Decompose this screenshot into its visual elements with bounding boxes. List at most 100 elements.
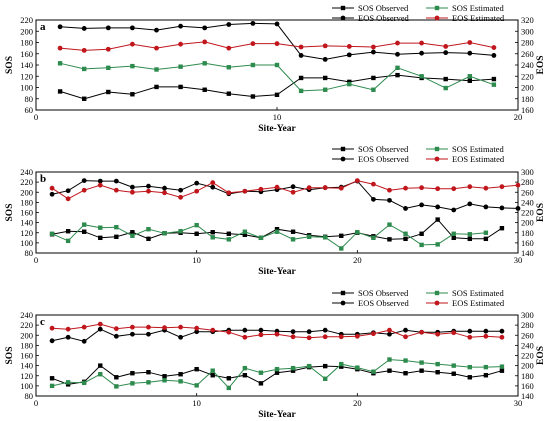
y-tick-label-left: 100 [20, 381, 33, 391]
data-point-eos-observed [81, 338, 87, 344]
data-point-sos-estimated [98, 372, 103, 377]
data-point-eos-observed [194, 329, 200, 335]
data-point-eos-estimated [354, 178, 360, 184]
data-point-sos-estimated [443, 85, 448, 91]
data-point-sos-observed [194, 231, 199, 236]
data-point-sos-observed [146, 370, 151, 375]
y-tick-label-left: 160 [20, 208, 33, 218]
data-point-eos-observed [419, 50, 424, 56]
y-tick-label-right: 180 [521, 94, 534, 104]
y-tick-label-right: 200 [521, 361, 534, 371]
data-point-eos-estimated [242, 334, 248, 340]
data-point-eos-estimated [49, 325, 55, 331]
data-point-sos-estimated [82, 66, 87, 72]
data-point-eos-estimated [194, 188, 200, 194]
data-point-sos-estimated [403, 358, 408, 363]
y-tick-label-left: 240 [20, 310, 33, 320]
legend-item-eos-estimated: EOS Estimated [426, 298, 505, 308]
data-point-sos-estimated [387, 222, 392, 227]
y-axis-label-right: EOS [536, 203, 546, 222]
data-point-sos-estimated [226, 237, 231, 242]
data-point-eos-observed [290, 329, 296, 335]
data-point-sos-estimated [49, 231, 55, 236]
data-point-eos-observed [81, 26, 87, 31]
data-point-eos-observed [97, 178, 103, 184]
x-tick-label: 20 [353, 398, 362, 408]
data-point-sos-observed [467, 375, 472, 380]
data-point-sos-estimated [130, 63, 135, 69]
data-point-eos-estimated [146, 324, 151, 330]
y-axis-label-right: EOS [536, 55, 546, 74]
data-point-sos-estimated [194, 222, 199, 228]
data-point-sos-observed [274, 227, 280, 232]
data-point-sos-estimated [435, 242, 440, 247]
y-tick-label-right: 260 [521, 49, 534, 59]
data-point-eos-estimated [338, 185, 344, 191]
legend-marker [340, 300, 346, 306]
x-tick-label: 10 [192, 255, 201, 265]
data-point-sos-observed [210, 373, 215, 378]
data-point-sos-observed [467, 78, 472, 83]
data-point-sos-estimated [49, 383, 55, 389]
data-point-sos-estimated [178, 229, 183, 234]
data-point-eos-observed [65, 188, 71, 194]
data-point-sos-observed [499, 368, 505, 373]
legend-marker [434, 146, 440, 152]
data-point-eos-estimated [419, 185, 424, 191]
data-point-sos-observed [82, 96, 87, 101]
panel-letter: b [40, 173, 46, 185]
data-point-sos-estimated [250, 62, 256, 68]
data-point-sos-estimated [114, 224, 119, 230]
legend-label: EOS Estimated [452, 13, 505, 23]
data-point-sos-observed [194, 366, 199, 372]
data-point-sos-observed [395, 72, 400, 78]
y-tick-label-left: 100 [20, 83, 33, 93]
data-point-eos-estimated [443, 44, 449, 49]
data-point-sos-observed [298, 75, 304, 81]
data-point-sos-estimated [210, 368, 215, 373]
data-point-sos-observed [387, 237, 392, 242]
data-point-eos-observed [130, 331, 135, 337]
data-point-sos-observed [114, 375, 119, 380]
data-point-eos-estimated [435, 186, 441, 192]
y-tick-label-right: 240 [521, 340, 534, 350]
data-point-eos-observed [499, 205, 505, 211]
data-point-eos-estimated [178, 41, 184, 47]
data-point-sos-estimated [146, 380, 151, 385]
legend-label: SOS Estimated [452, 144, 504, 154]
data-point-sos-estimated [419, 74, 424, 79]
data-point-sos-observed [451, 235, 456, 241]
data-point-eos-observed [130, 25, 135, 31]
data-point-eos-estimated [298, 44, 304, 50]
data-point-eos-observed [250, 20, 256, 26]
y-tick-label-left: 140 [20, 361, 33, 371]
data-point-eos-observed [322, 56, 328, 62]
data-point-eos-observed [403, 206, 408, 211]
series-sos-estimated [57, 61, 497, 94]
y-tick-label-left: 160 [20, 351, 33, 361]
legend-item-sos-estimated: SOS Estimated [426, 3, 504, 13]
legend-label: SOS Estimated [452, 288, 504, 298]
y-tick-label-left: 160 [20, 49, 33, 59]
data-point-eos-estimated [194, 325, 200, 331]
data-point-eos-observed [210, 184, 216, 190]
data-point-eos-estimated [130, 324, 135, 330]
data-point-eos-estimated [467, 40, 473, 45]
y-tick-label-right: 180 [521, 371, 534, 381]
y-tick-label-left: 180 [20, 197, 33, 207]
chart-legend: SOS Observed SOS Estimated EOS Observed EOS… [332, 288, 505, 308]
data-point-sos-estimated [202, 61, 207, 66]
legend-marker [340, 5, 346, 11]
data-point-sos-observed [114, 234, 119, 239]
data-point-sos-estimated [82, 222, 87, 227]
data-point-sos-estimated [339, 246, 344, 251]
data-point-eos-observed [178, 23, 184, 29]
data-point-eos-estimated [210, 180, 216, 186]
data-point-sos-estimated [499, 364, 505, 369]
legend-item-eos-estimated: EOS Estimated [426, 154, 505, 164]
data-point-sos-observed [49, 376, 55, 381]
data-point-eos-estimated [178, 194, 184, 200]
legend-item-eos-observed: EOS Observed [332, 13, 410, 23]
chart-panel-c: c801001201401601802002202401401601802002… [5, 288, 546, 420]
data-point-sos-observed [82, 229, 87, 234]
